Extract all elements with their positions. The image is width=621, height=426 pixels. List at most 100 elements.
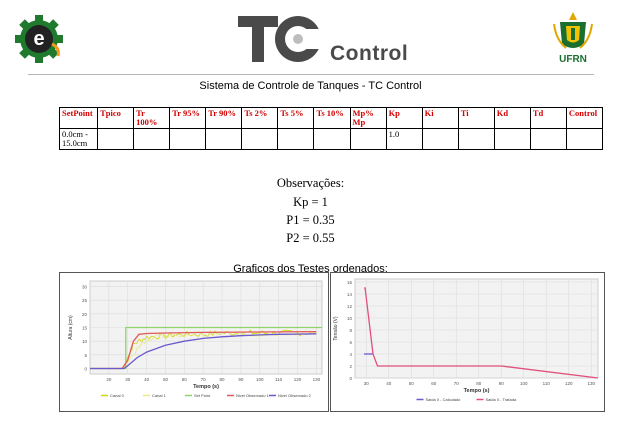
x-tick-label: 70 bbox=[454, 381, 460, 386]
table-cell: 1.0 bbox=[385, 128, 423, 150]
x-tick-label: 90 bbox=[499, 381, 505, 386]
table-cell bbox=[529, 128, 567, 150]
y-tick-label: 0 bbox=[349, 376, 352, 381]
table-cell bbox=[205, 128, 243, 150]
y-tick-label: 10 bbox=[347, 316, 353, 321]
table-cell bbox=[133, 128, 171, 150]
table-header-cell: Tr 90% bbox=[205, 107, 243, 129]
table-header-cell: Tr 100% bbox=[133, 107, 171, 129]
x-tick-label: 110 bbox=[543, 381, 551, 386]
y-axis-label: Altura (cm) bbox=[68, 315, 74, 340]
x-tick-label: 20 bbox=[106, 377, 112, 382]
x-tick-label: 60 bbox=[431, 381, 437, 386]
x-axis-label: Tempo (s) bbox=[193, 384, 219, 390]
legend-label: Nivel Observado 2 bbox=[278, 393, 312, 398]
x-tick-label: 40 bbox=[386, 381, 392, 386]
table-header-cell: Ts 5% bbox=[277, 107, 315, 129]
observation-line: Kp = 1 bbox=[293, 195, 328, 209]
x-tick-label: 80 bbox=[220, 377, 226, 382]
legend-label: Canal 1 bbox=[152, 393, 167, 398]
tc-mark-icon bbox=[238, 16, 324, 62]
x-tick-label: 50 bbox=[163, 377, 169, 382]
logo-wordmark: Control bbox=[330, 42, 409, 65]
voltage-chart-svg: 0 2 4 6 8 10 12 14 16 30 40 50 60 70 80 90 100 110 120 130 T… bbox=[333, 278, 599, 402]
table-header-cell: Control bbox=[565, 107, 604, 129]
y-tick-label: 10 bbox=[82, 339, 88, 344]
observation-line: P1 = 0.35 bbox=[286, 213, 335, 227]
legend-label: Nivel Observado 1 bbox=[236, 393, 270, 398]
tc-control-logo: Control bbox=[238, 12, 408, 65]
table-cell bbox=[565, 128, 604, 150]
table-cell bbox=[97, 128, 135, 150]
lab-gear-logo: e bbox=[15, 15, 63, 63]
table-cell bbox=[277, 128, 315, 150]
table-cell bbox=[421, 128, 459, 150]
table-header-cell: Kp bbox=[385, 107, 423, 129]
observation-line: P2 = 0.55 bbox=[286, 231, 335, 245]
y-tick-label: 30 bbox=[82, 284, 88, 289]
gear-icon bbox=[15, 15, 63, 63]
table-header-cell: Kd bbox=[493, 107, 531, 129]
y-tick-label: 0 bbox=[84, 367, 87, 372]
header-divider bbox=[28, 74, 594, 75]
legend-label: Canal 0 bbox=[110, 393, 125, 398]
x-tick-label: 90 bbox=[238, 377, 244, 382]
x-tick-label: 130 bbox=[587, 381, 595, 386]
y-tick-label: 4 bbox=[349, 352, 352, 357]
table-cell bbox=[457, 128, 495, 150]
table-cell bbox=[241, 128, 279, 150]
table-cell: 0.0cm - 15.0cm bbox=[58, 128, 99, 150]
x-tick-label: 80 bbox=[476, 381, 482, 386]
x-tick-label: 30 bbox=[125, 377, 131, 382]
graphs-heading: Graficos dos Testes ordenados: bbox=[233, 263, 388, 272]
x-tick-label: 100 bbox=[520, 381, 528, 386]
y-tick-label: 14 bbox=[347, 292, 353, 297]
x-tick-label: 120 bbox=[565, 381, 573, 386]
y-tick-label: 16 bbox=[347, 280, 353, 285]
x-axis-label: Tempo (s) bbox=[464, 388, 490, 394]
document-title: Sistema de Controle de Tanques - TC Cont… bbox=[199, 80, 422, 92]
table-header-cell: Ti bbox=[457, 107, 495, 129]
x-tick-label: 70 bbox=[201, 377, 207, 382]
x-tick-label: 50 bbox=[409, 381, 415, 386]
y-tick-label: 20 bbox=[82, 312, 88, 317]
parameters-table: SetPoint Tpico Tr 100% Tr 95% Tr 90% Ts 2% Ts … bbox=[58, 107, 604, 150]
y-tick-label: 12 bbox=[347, 304, 353, 309]
ufrn-logo: UFRN bbox=[550, 10, 596, 68]
series-line bbox=[90, 333, 317, 370]
voltage-chart: 0 2 4 6 8 10 12 14 16 30 40 50 60 70 80 90 100 110 120 130 T… bbox=[330, 272, 605, 412]
x-tick-label: 110 bbox=[275, 377, 283, 382]
table-header-cell: Tr 95% bbox=[169, 107, 207, 129]
height-chart: 0 5 10 15 20 25 30 20 30 40 50 60 70 80 90 100 110 120 130… bbox=[59, 272, 329, 412]
series-line bbox=[364, 287, 599, 379]
x-tick-label: 130 bbox=[313, 377, 321, 382]
table-cell bbox=[313, 128, 351, 150]
legend-label: Set Point bbox=[194, 393, 211, 398]
table-header-cell: Mp% Mp bbox=[349, 107, 387, 129]
table-header-cell: Ts 2% bbox=[241, 107, 279, 129]
plot-area bbox=[354, 278, 599, 379]
ufrn-crest-icon bbox=[553, 12, 593, 49]
x-tick-label: 30 bbox=[364, 381, 370, 386]
table-cell bbox=[349, 128, 387, 150]
y-tick-label: 2 bbox=[349, 364, 352, 369]
table-header-cell: Tpico bbox=[97, 107, 135, 129]
table-header-cell: Ki bbox=[421, 107, 459, 129]
legend-label: Saida 0 - Tratada bbox=[486, 397, 517, 402]
y-axis-label: Tensão (V) bbox=[333, 316, 339, 341]
x-tick-label: 40 bbox=[144, 377, 150, 382]
svg-text:e: e bbox=[33, 28, 44, 50]
ufrn-label: UFRN bbox=[559, 54, 587, 65]
x-tick-label: 60 bbox=[182, 377, 188, 382]
y-tick-label: 8 bbox=[349, 328, 352, 333]
x-tick-label: 120 bbox=[294, 377, 302, 382]
height-chart-svg: 0 5 10 15 20 25 30 20 30 40 50 60 70 80 90 100 110 120 130… bbox=[68, 280, 323, 398]
table-header-cell: Ts 10% bbox=[313, 107, 351, 129]
table-cell bbox=[493, 128, 531, 150]
y-tick-label: 5 bbox=[84, 353, 87, 358]
table-header-cell: SetPoint bbox=[58, 107, 99, 129]
table-row: 0.0cm - 15.0cm 1.0 bbox=[58, 128, 604, 150]
y-tick-label: 15 bbox=[82, 326, 88, 331]
x-tick-label: 100 bbox=[256, 377, 264, 382]
series-line bbox=[90, 330, 317, 370]
